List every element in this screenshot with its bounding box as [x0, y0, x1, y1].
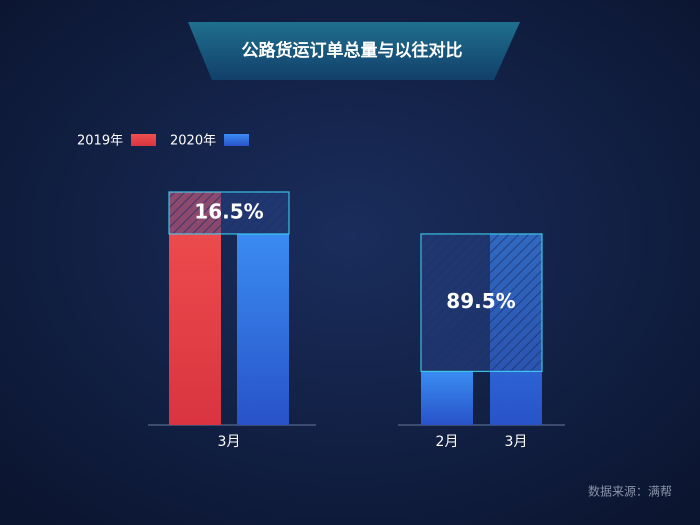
- x-tick-label: 2月: [436, 434, 459, 450]
- chart-title: 公路货运订单总量与以往对比: [242, 40, 463, 61]
- change-label: 16.5%: [194, 199, 263, 223]
- title-banner: [188, 22, 520, 80]
- legend-label: 2019年: [77, 134, 123, 149]
- legend-label: 2020年: [170, 134, 216, 149]
- change-label: 89.5%: [446, 289, 515, 313]
- x-tick-label: 3月: [218, 434, 241, 450]
- bar: [237, 233, 289, 425]
- change-box: [420, 233, 543, 373]
- legend-swatch: [131, 134, 156, 146]
- bar: [421, 371, 473, 425]
- change-box: [168, 191, 290, 235]
- x-tick-label: 3月: [505, 434, 528, 450]
- source-note: 数据来源：满帮: [588, 484, 672, 499]
- legend-swatch: [224, 134, 249, 146]
